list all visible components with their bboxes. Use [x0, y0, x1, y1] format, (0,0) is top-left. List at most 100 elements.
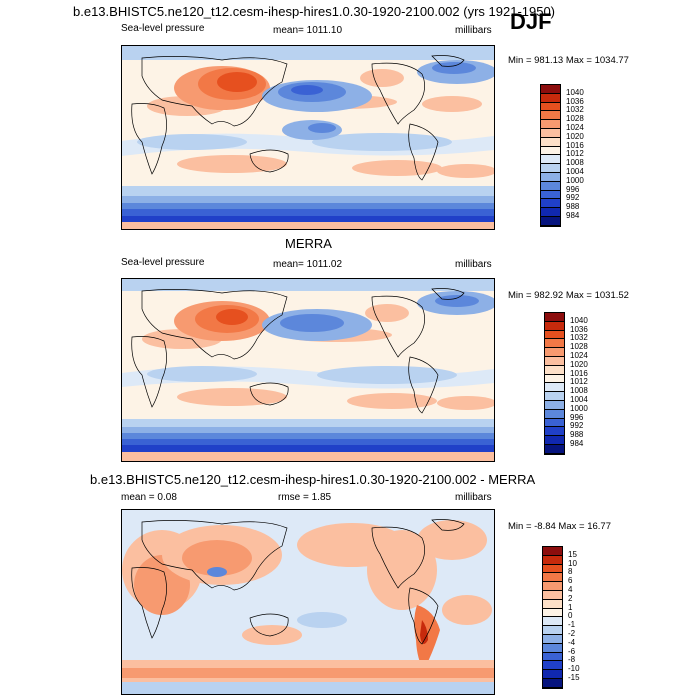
colorbar-swatch: [545, 436, 564, 445]
colorbar-swatch: [545, 339, 564, 349]
colorbar-label: 1040: [566, 87, 584, 97]
colorbar-swatch: [545, 330, 564, 340]
colorbar-swatch: [541, 111, 560, 121]
colorbar-label: 4: [568, 585, 573, 594]
plot-title: b.e13.BHISTC5.ne120_t12.cesm-ihesp-hires…: [73, 4, 556, 19]
colorbar-label: 1020: [570, 359, 588, 369]
colorbar-label: -6: [568, 646, 576, 656]
colorbar-swatch: [541, 93, 560, 103]
colorbar-label: 1024: [570, 351, 588, 360]
colorbar-swatch: [543, 590, 562, 600]
colorbar-swatch: [543, 617, 562, 627]
panel1-colorbar-bar: [540, 84, 561, 227]
panel3-minmax: Min = -8.84 Max = 16.77: [508, 521, 611, 532]
panel3-map: [121, 509, 495, 695]
colorbar-label: 1032: [566, 105, 584, 115]
colorbar-label: 1012: [570, 377, 588, 387]
colorbar-swatch: [541, 216, 560, 226]
panel3-units: millibars: [455, 492, 492, 503]
colorbar-swatch: [543, 608, 562, 618]
colorbar-label: 0: [568, 611, 573, 621]
panel2-units: millibars: [455, 259, 492, 270]
panel2-title: MERRA: [285, 236, 332, 251]
colorbar-swatch: [543, 643, 562, 653]
colorbar-label: 984: [566, 211, 580, 220]
colorbar-swatch: [541, 128, 560, 138]
colorbar-swatch: [545, 418, 564, 428]
colorbar-label: 1004: [570, 395, 588, 404]
colorbar-label: 1000: [566, 175, 584, 185]
colorbar-swatch: [545, 400, 564, 410]
panel3-rmse: rmse = 1.85: [278, 492, 332, 503]
colorbar-label: 1028: [570, 342, 588, 352]
colorbar-swatch: [543, 599, 562, 609]
colorbar-label: 988: [570, 430, 584, 440]
colorbar-swatch: [545, 392, 564, 401]
colorbar-label: -8: [568, 655, 576, 665]
colorbar-label: 10: [568, 558, 577, 568]
season-label: DJF: [510, 9, 552, 34]
panel3-title: b.e13.BHISTC5.ne120_t12.cesm-ihesp-hires…: [90, 472, 536, 487]
colorbar-swatch: [543, 670, 562, 679]
colorbar-swatch: [545, 444, 564, 454]
panel3-colorbar-bar: [542, 546, 563, 689]
colorbar-swatch: [541, 155, 560, 165]
panel1-minmax: Min = 981.13 Max = 1034.77: [508, 55, 629, 66]
colorbar-swatch: [545, 313, 564, 322]
colorbar-label: 1028: [566, 114, 584, 124]
colorbar-label: 984: [570, 439, 584, 448]
panel2-minmax: Min = 982.92 Max = 1031.52: [508, 290, 629, 301]
colorbar-swatch: [543, 555, 562, 565]
colorbar-label: 1016: [566, 140, 584, 150]
colorbar-label: 1000: [570, 403, 588, 413]
colorbar-swatch: [541, 181, 560, 191]
panel1-map: [121, 45, 495, 230]
colorbar-swatch: [545, 374, 564, 384]
colorbar-label: 1036: [566, 96, 584, 106]
colorbar-label: -2: [568, 629, 576, 638]
colorbar-label: 1016: [570, 368, 588, 378]
colorbar-label: 1008: [566, 158, 584, 168]
colorbar-label: -4: [568, 637, 576, 647]
colorbar-swatch: [541, 85, 560, 94]
colorbar-swatch: [543, 661, 562, 671]
colorbar-label: 1008: [570, 386, 588, 396]
colorbar-swatch: [545, 365, 564, 375]
colorbar-label: 15: [568, 549, 577, 559]
colorbar-swatch: [541, 172, 560, 182]
colorbar-label: 1040: [570, 315, 588, 325]
colorbar-label: 1036: [570, 324, 588, 334]
panel2-mean: mean= 1011.02: [273, 259, 343, 270]
colorbar-label: 1024: [566, 123, 584, 132]
colorbar-swatch: [545, 409, 564, 419]
colorbar-label: 996: [566, 184, 580, 194]
colorbar-label: 1020: [566, 131, 584, 141]
panel2-colorbar-bar: [544, 312, 565, 455]
panel2-variable: Sea-level pressure: [121, 257, 205, 268]
colorbar-swatch: [543, 652, 562, 662]
colorbar-label: 1032: [570, 333, 588, 343]
colorbar-swatch: [543, 626, 562, 635]
panel2-contour-field: [122, 279, 494, 461]
panel3-mean: mean = 0.08: [121, 492, 177, 503]
colorbar-label: 996: [570, 412, 584, 422]
colorbar-label: 988: [566, 202, 580, 212]
colorbar-swatch: [543, 547, 562, 556]
colorbar-label: 2: [568, 593, 573, 603]
colorbar-swatch: [541, 190, 560, 200]
colorbar-label: 6: [568, 576, 573, 586]
colorbar-label: 992: [570, 421, 584, 431]
colorbar-swatch: [543, 582, 562, 591]
colorbar-label: 1012: [566, 149, 584, 159]
panel1-units: millibars: [455, 25, 492, 36]
colorbar-label: -15: [568, 673, 580, 682]
panel1-contour-field: [122, 46, 494, 229]
colorbar-swatch: [545, 356, 564, 366]
colorbar-swatch: [541, 146, 560, 156]
colorbar-swatch: [541, 208, 560, 217]
colorbar-swatch: [541, 199, 560, 209]
panel1-variable: Sea-level pressure: [121, 23, 205, 34]
panel1-mean: mean= 1011.10: [273, 25, 343, 36]
colorbar-swatch: [545, 427, 564, 437]
colorbar-swatch: [541, 102, 560, 112]
